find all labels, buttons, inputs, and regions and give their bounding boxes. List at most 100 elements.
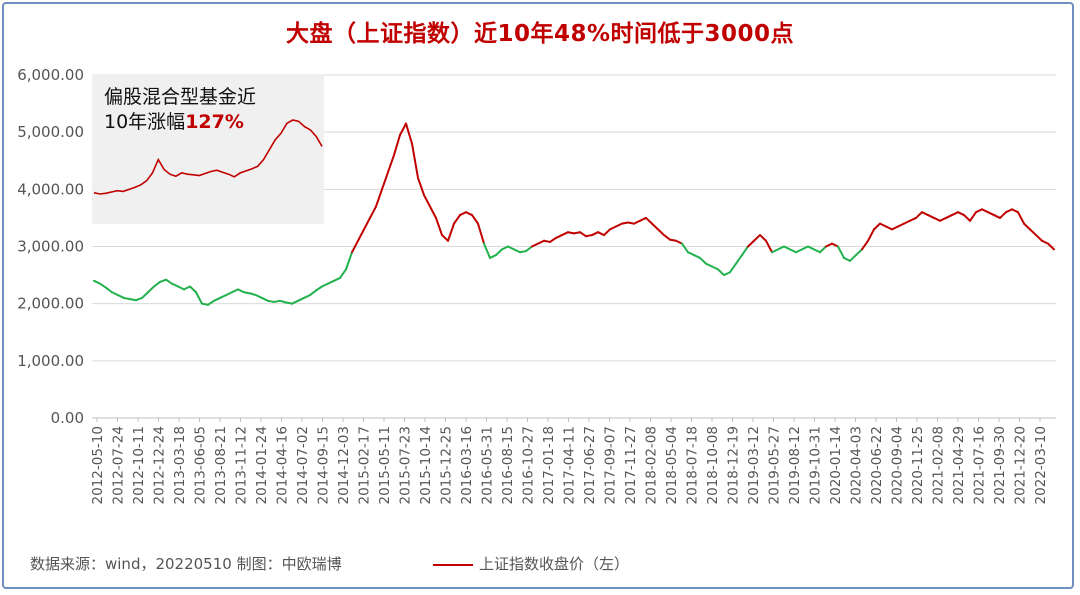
series-segment: [441, 234, 449, 242]
series-segment: [489, 254, 497, 259]
series-segment: [711, 265, 719, 271]
x-tick-label: 2014-01-24: [254, 426, 270, 504]
series-segment: [597, 231, 605, 237]
series-segment: [591, 231, 599, 237]
x-tick-label: 2020-01-14: [828, 426, 844, 504]
x-tick-label: 2013-06-05: [193, 426, 209, 504]
series-segment: [669, 238, 677, 242]
source-note: 数据来源：wind，20220510 制图：中欧瑞博: [30, 555, 342, 573]
series-segment: [981, 208, 989, 214]
x-tick-label: 2020-09-04: [890, 426, 906, 504]
y-tick-label: 5,000.00: [17, 123, 84, 141]
x-tick-label: 2014-07-02: [295, 426, 311, 504]
series-segment: [729, 262, 737, 274]
series-segment: [609, 225, 617, 231]
series-segment: [267, 299, 275, 303]
y-axis-ticks: 0.00 1,000.00 2,000.00 3,000.00 4,000.00 5,00…: [17, 66, 84, 427]
x-tick-label: 2017-11-27: [623, 426, 639, 504]
inset-box: 偏股混合型基金近 10年涨幅127%: [92, 74, 324, 224]
x-tick-label: 2019-03-12: [746, 426, 762, 504]
series-segment: [969, 211, 977, 222]
series-segment: [993, 214, 1001, 219]
series-segment: [633, 219, 641, 225]
series-segment: [513, 248, 521, 254]
x-tick-label: 2012-10-11: [131, 426, 147, 504]
series-segment: [249, 292, 257, 297]
inset-series-line: [93, 119, 323, 195]
x-axis-ticks: 2012-05-10 2012-07-24 2012-10-11 2012-12-24…: [90, 418, 1049, 504]
series-segment: [687, 251, 695, 257]
series-segment: [447, 222, 455, 242]
y-tick-label: 3,000.00: [17, 238, 84, 256]
series-segment: [519, 250, 527, 254]
x-tick-label: 2021-02-08: [931, 426, 947, 504]
series-segment: [897, 222, 905, 228]
series-segment: [831, 242, 839, 248]
series-segment: [861, 239, 869, 251]
x-tick-label: 2018-05-04: [664, 426, 680, 504]
series-segment: [579, 231, 587, 238]
x-tick-label: 2015-07-23: [398, 426, 414, 504]
y-tick-label: 1,000.00: [17, 352, 84, 370]
series-segment: [189, 285, 197, 294]
series-segment: [735, 254, 743, 265]
series-segment: [531, 242, 539, 248]
x-tick-label: 2013-03-18: [172, 426, 188, 504]
series-segment: [99, 282, 107, 289]
series-segment: [855, 248, 863, 257]
series-segment: [525, 245, 533, 253]
series-segment: [603, 228, 611, 237]
series-segment: [165, 278, 173, 285]
series-segment: [951, 211, 959, 217]
series-segment: [207, 299, 215, 306]
series-segment: [459, 211, 467, 217]
series-segment: [789, 248, 797, 254]
series-line: [93, 122, 1055, 306]
x-tick-label: 2018-07-18: [685, 426, 701, 504]
series-segment: [507, 245, 515, 251]
series-segment: [411, 142, 419, 179]
x-tick-label: 2015-02-17: [357, 426, 373, 504]
series-segment: [147, 285, 155, 294]
series-segment: [1023, 222, 1031, 231]
series-segment: [159, 278, 167, 283]
series-segment: [999, 211, 1007, 219]
x-tick-label: 2012-05-10: [90, 426, 106, 504]
series-segment: [465, 211, 473, 217]
series-segment: [963, 214, 971, 222]
series-segment: [105, 286, 113, 294]
series-segment: [1005, 208, 1013, 214]
x-tick-label: 2016-10-27: [521, 426, 537, 504]
series-segment: [915, 211, 923, 219]
x-tick-label: 2016-03-16: [459, 426, 475, 504]
series-segment: [495, 248, 503, 257]
series-segment: [453, 214, 461, 225]
series-segment: [699, 256, 707, 265]
series-segment: [759, 234, 767, 242]
series-segment: [807, 245, 815, 251]
series-segment: [477, 222, 485, 245]
series-segment: [435, 216, 443, 237]
x-tick-label: 2018-10-08: [705, 426, 721, 504]
series-segment: [849, 254, 857, 262]
series-segment: [279, 299, 287, 304]
series-segment: [1041, 239, 1049, 245]
series-segment: [573, 231, 581, 235]
series-segment: [219, 294, 227, 299]
y-tick-label: 4,000.00: [17, 180, 84, 198]
x-tick-label: 2013-11-12: [234, 426, 250, 504]
series-segment: [777, 245, 785, 251]
y-tick-label: 6,000.00: [17, 66, 84, 84]
x-tick-label: 2012-07-24: [111, 426, 127, 504]
series-segment: [663, 234, 671, 241]
series-segment: [657, 228, 665, 237]
series-segment: [957, 211, 965, 217]
inset-background: [92, 74, 324, 224]
series-segment: [135, 296, 143, 302]
series-segment: [867, 228, 875, 242]
series-segment: [273, 299, 281, 303]
series-segment: [813, 248, 821, 254]
series-segment: [639, 216, 647, 222]
series-segment: [783, 245, 791, 251]
x-tick-label: 2017-01-18: [541, 426, 557, 504]
